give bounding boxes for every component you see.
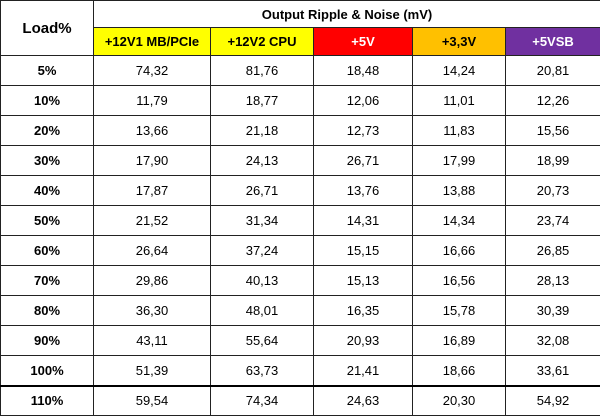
value-cell: 13,66 [94, 116, 211, 146]
value-cell: 32,08 [506, 326, 600, 356]
value-cell: 20,93 [314, 326, 413, 356]
value-cell: 16,89 [413, 326, 506, 356]
value-cell: 17,99 [413, 146, 506, 176]
value-cell: 15,15 [314, 236, 413, 266]
table-head: Load% Output Ripple & Noise (mV) +12V1 M… [1, 1, 600, 56]
value-cell: 21,41 [314, 356, 413, 386]
value-cell: 20,81 [506, 56, 600, 86]
value-cell: 18,48 [314, 56, 413, 86]
value-cell: 21,18 [211, 116, 314, 146]
value-cell: 74,34 [211, 386, 314, 416]
value-cell: 59,54 [94, 386, 211, 416]
value-cell: 18,77 [211, 86, 314, 116]
value-cell: 36,30 [94, 296, 211, 326]
load-cell: 30% [1, 146, 94, 176]
value-cell: 26,71 [314, 146, 413, 176]
column-header: +12V2 CPU [211, 28, 314, 56]
value-cell: 48,01 [211, 296, 314, 326]
value-cell: 28,13 [506, 266, 600, 296]
value-cell: 18,66 [413, 356, 506, 386]
value-cell: 54,92 [506, 386, 600, 416]
value-cell: 24,13 [211, 146, 314, 176]
column-header: +3,3V [413, 28, 506, 56]
value-cell: 14,24 [413, 56, 506, 86]
value-cell: 14,34 [413, 206, 506, 236]
value-cell: 17,87 [94, 176, 211, 206]
value-cell: 43,11 [94, 326, 211, 356]
group-header: Output Ripple & Noise (mV) [94, 1, 600, 28]
load-cell: 40% [1, 176, 94, 206]
value-cell: 21,52 [94, 206, 211, 236]
value-cell: 14,31 [314, 206, 413, 236]
column-header: +12V1 MB/PCIe [94, 28, 211, 56]
value-cell: 15,56 [506, 116, 600, 146]
value-cell: 13,76 [314, 176, 413, 206]
value-cell: 16,56 [413, 266, 506, 296]
value-cell: 63,73 [211, 356, 314, 386]
value-cell: 74,32 [94, 56, 211, 86]
load-cell: 60% [1, 236, 94, 266]
value-cell: 11,01 [413, 86, 506, 116]
value-cell: 31,34 [211, 206, 314, 236]
value-cell: 24,63 [314, 386, 413, 416]
load-cell: 90% [1, 326, 94, 356]
value-cell: 12,26 [506, 86, 600, 116]
value-cell: 23,74 [506, 206, 600, 236]
value-cell: 20,30 [413, 386, 506, 416]
value-cell: 26,85 [506, 236, 600, 266]
value-cell: 55,64 [211, 326, 314, 356]
value-cell: 20,73 [506, 176, 600, 206]
load-header: Load% [1, 1, 94, 56]
value-cell: 51,39 [94, 356, 211, 386]
column-header: +5V [314, 28, 413, 56]
value-cell: 18,99 [506, 146, 600, 176]
value-cell: 11,83 [413, 116, 506, 146]
load-cell: 10% [1, 86, 94, 116]
value-cell: 11,79 [94, 86, 211, 116]
load-cell: 70% [1, 266, 94, 296]
value-cell: 81,76 [211, 56, 314, 86]
value-cell: 13,88 [413, 176, 506, 206]
value-cell: 26,71 [211, 176, 314, 206]
column-header: +5VSB [506, 28, 600, 56]
load-cell: 5% [1, 56, 94, 86]
value-cell: 16,66 [413, 236, 506, 266]
value-cell: 26,64 [94, 236, 211, 266]
load-cell: 110% [1, 386, 94, 416]
load-cell: 80% [1, 296, 94, 326]
value-cell: 33,61 [506, 356, 600, 386]
value-cell: 29,86 [94, 266, 211, 296]
value-cell: 17,90 [94, 146, 211, 176]
load-cell: 100% [1, 356, 94, 386]
load-cell: 20% [1, 116, 94, 146]
value-cell: 40,13 [211, 266, 314, 296]
value-cell: 12,73 [314, 116, 413, 146]
value-cell: 15,78 [413, 296, 506, 326]
value-cell: 15,13 [314, 266, 413, 296]
header-row: Load% Output Ripple & Noise (mV) [1, 1, 600, 28]
value-cell: 12,06 [314, 86, 413, 116]
value-cell: 16,35 [314, 296, 413, 326]
load-cell: 50% [1, 206, 94, 236]
value-cell: 37,24 [211, 236, 314, 266]
value-cell: 30,39 [506, 296, 600, 326]
